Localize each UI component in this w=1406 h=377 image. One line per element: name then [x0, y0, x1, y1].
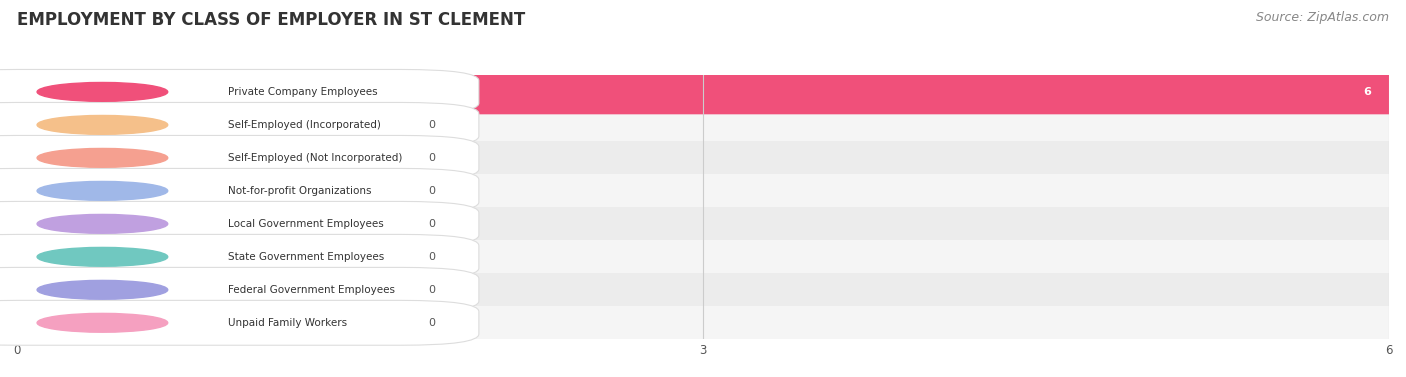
Text: 0: 0 — [429, 219, 436, 229]
Text: Not-for-profit Organizations: Not-for-profit Organizations — [228, 186, 371, 196]
Text: 6: 6 — [1362, 87, 1371, 97]
FancyBboxPatch shape — [17, 241, 1389, 273]
Text: Local Government Employees: Local Government Employees — [228, 219, 384, 229]
FancyBboxPatch shape — [254, 201, 471, 246]
Circle shape — [37, 247, 167, 266]
FancyBboxPatch shape — [0, 201, 479, 246]
Text: Self-Employed (Incorporated): Self-Employed (Incorporated) — [228, 120, 381, 130]
Circle shape — [37, 215, 167, 233]
Circle shape — [37, 313, 167, 332]
Text: 0: 0 — [429, 285, 436, 295]
Text: Unpaid Family Workers: Unpaid Family Workers — [228, 318, 347, 328]
FancyBboxPatch shape — [0, 135, 479, 180]
FancyBboxPatch shape — [17, 108, 1389, 141]
Text: 0: 0 — [429, 252, 436, 262]
Text: EMPLOYMENT BY CLASS OF EMPLOYER IN ST CLEMENT: EMPLOYMENT BY CLASS OF EMPLOYER IN ST CL… — [17, 11, 524, 29]
FancyBboxPatch shape — [17, 207, 1389, 241]
Text: State Government Employees: State Government Employees — [228, 252, 384, 262]
Text: 0: 0 — [429, 186, 436, 196]
Circle shape — [37, 181, 167, 200]
Text: Source: ZipAtlas.com: Source: ZipAtlas.com — [1256, 11, 1389, 24]
FancyBboxPatch shape — [0, 169, 479, 213]
FancyBboxPatch shape — [0, 267, 479, 312]
FancyBboxPatch shape — [254, 103, 471, 147]
Text: Private Company Employees: Private Company Employees — [228, 87, 378, 97]
Text: Self-Employed (Not Incorporated): Self-Employed (Not Incorporated) — [228, 153, 402, 163]
Circle shape — [37, 280, 167, 299]
FancyBboxPatch shape — [0, 300, 479, 345]
FancyBboxPatch shape — [254, 300, 471, 345]
FancyBboxPatch shape — [254, 267, 471, 312]
FancyBboxPatch shape — [17, 306, 1389, 339]
Text: 0: 0 — [429, 120, 436, 130]
Text: 0: 0 — [429, 153, 436, 163]
Text: Federal Government Employees: Federal Government Employees — [228, 285, 395, 295]
FancyBboxPatch shape — [254, 135, 471, 180]
FancyBboxPatch shape — [17, 75, 1389, 108]
FancyBboxPatch shape — [0, 234, 479, 279]
FancyBboxPatch shape — [254, 169, 471, 213]
FancyBboxPatch shape — [254, 234, 471, 279]
FancyBboxPatch shape — [0, 103, 479, 147]
FancyBboxPatch shape — [17, 174, 1389, 207]
FancyBboxPatch shape — [17, 273, 1389, 306]
Circle shape — [37, 149, 167, 167]
Text: 0: 0 — [429, 318, 436, 328]
Circle shape — [37, 115, 167, 134]
FancyBboxPatch shape — [0, 69, 1406, 114]
FancyBboxPatch shape — [17, 141, 1389, 174]
FancyBboxPatch shape — [0, 69, 479, 114]
Circle shape — [37, 83, 167, 101]
